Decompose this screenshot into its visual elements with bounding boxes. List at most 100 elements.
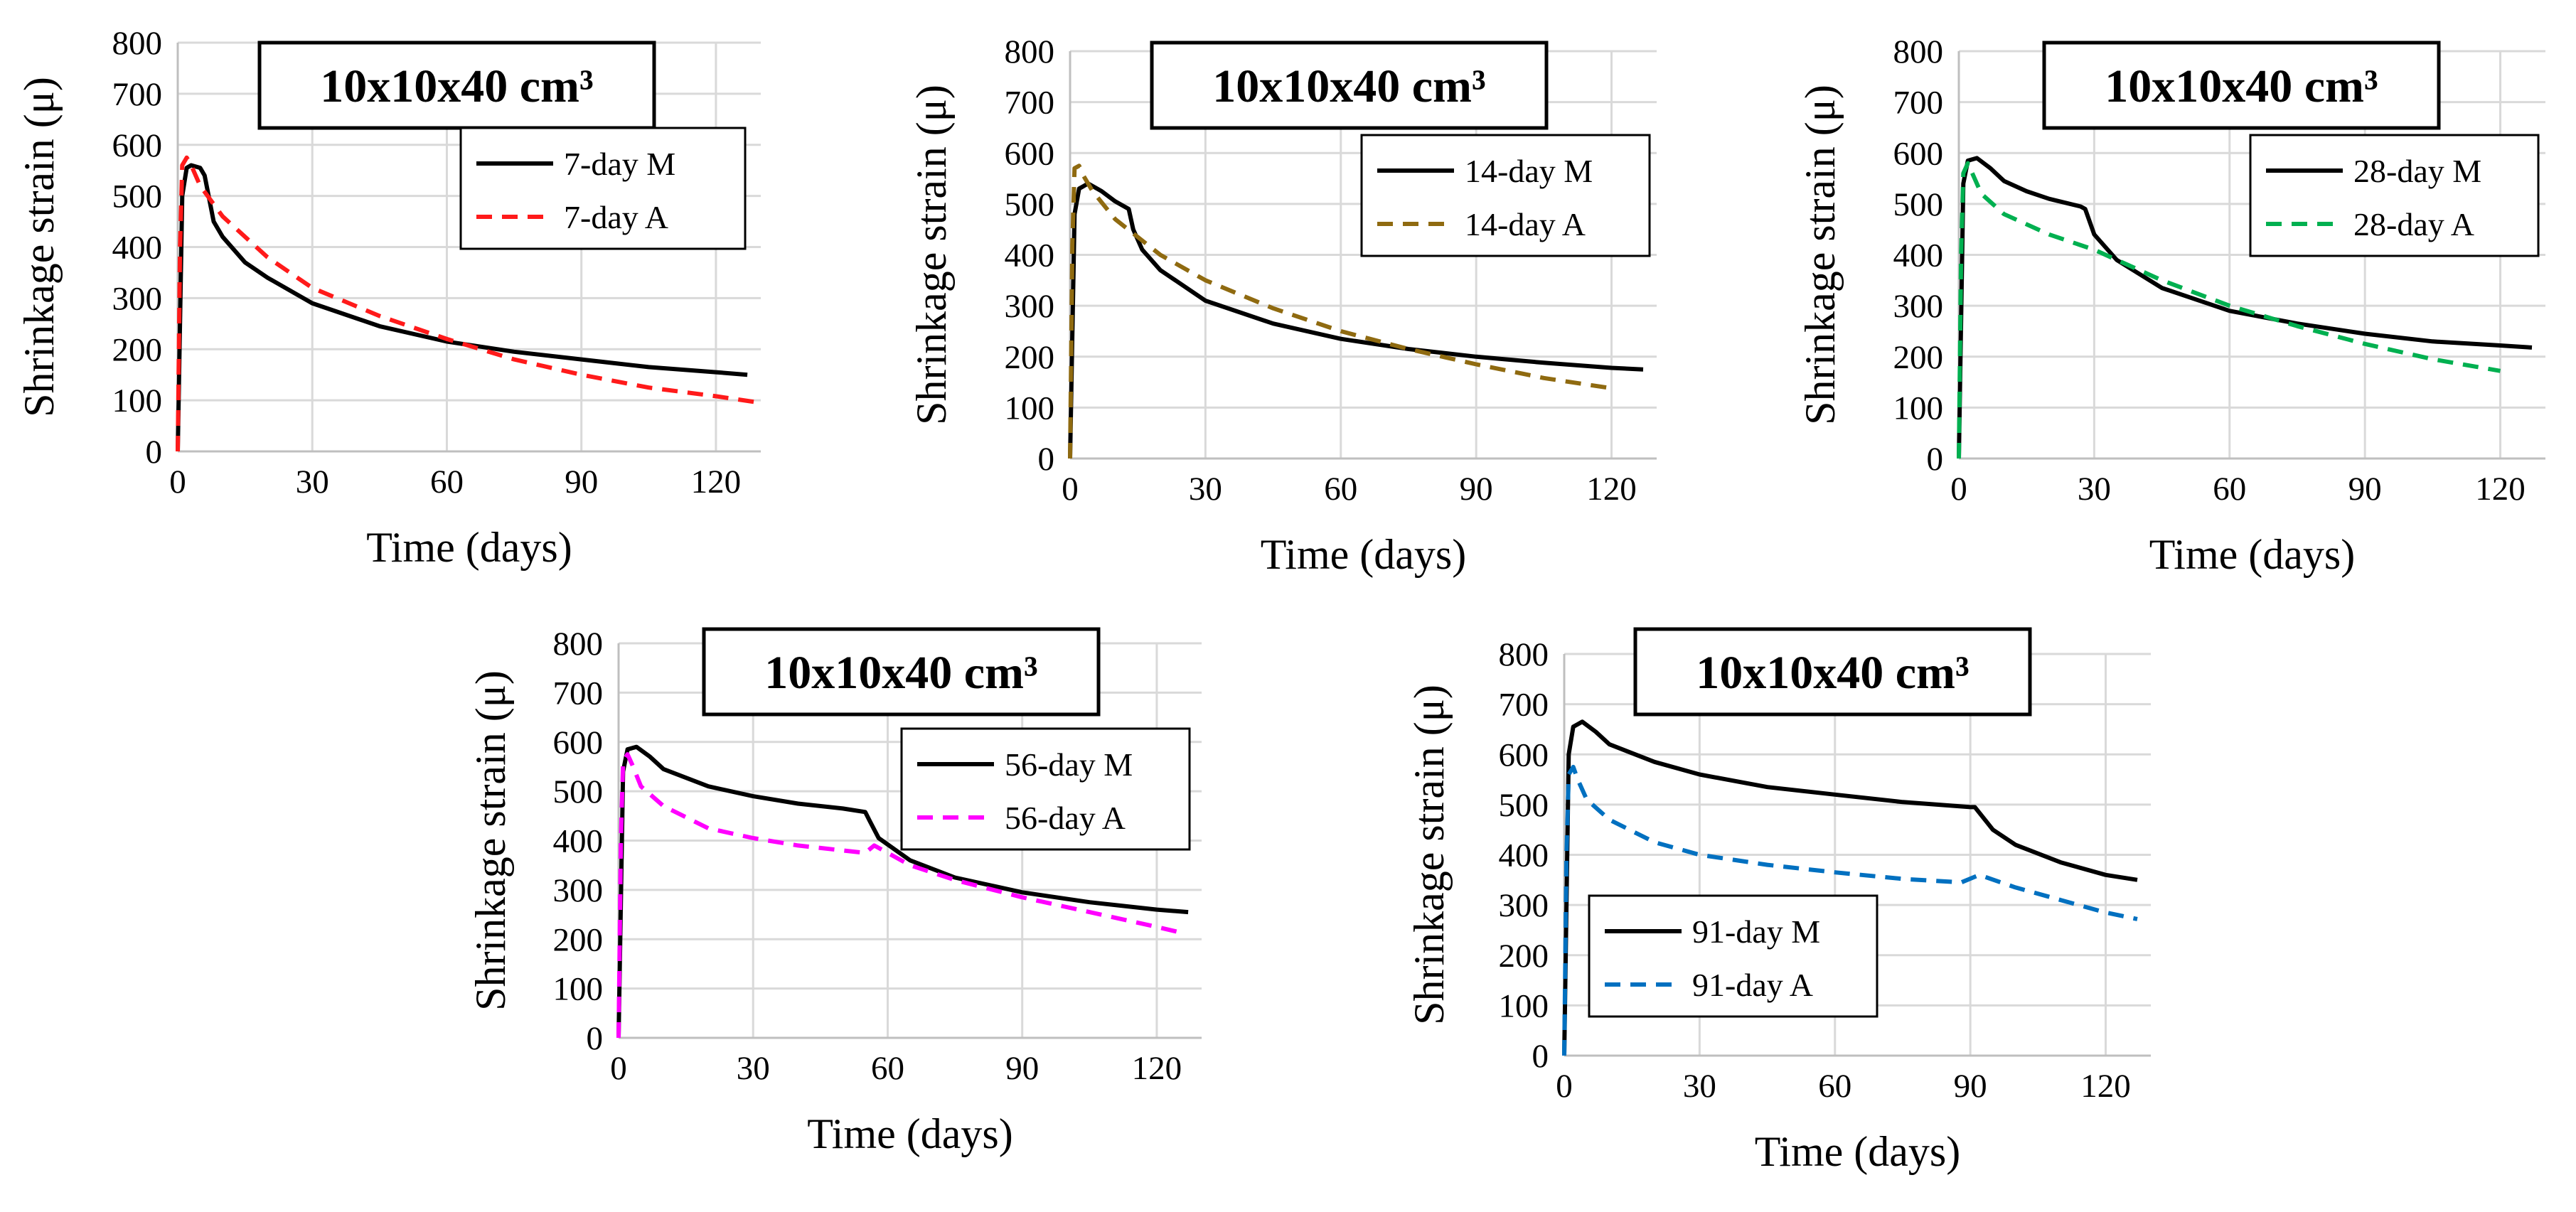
y-tick-label: 100 — [1893, 390, 1944, 427]
chart-title-box — [257, 41, 656, 130]
x-tick-label: 30 — [2078, 471, 2111, 508]
x-tick-label: 60 — [2213, 471, 2246, 508]
y-tick-label: 500 — [1893, 186, 1944, 223]
chart-panel-3: 0 100 200 300 400 500 600 700 800 0 30 60 90 120 Time … — [1797, 33, 2545, 578]
x-axis-label: Time (days) — [1755, 1128, 1960, 1175]
series-line-7-day-a — [176, 155, 761, 452]
y-tick-label: 400 — [1005, 237, 1055, 274]
x-axis-label: Time (days) — [807, 1110, 1012, 1157]
chart-title: 10x10x40 cm³ — [2105, 60, 2378, 112]
x-tick-label: 120 — [2080, 1068, 2131, 1105]
y-tick-label: 300 — [1005, 288, 1055, 325]
y-tick-label: 600 — [1499, 736, 1549, 773]
x-tick-label: 120 — [691, 463, 742, 500]
x-tick-label: 120 — [2475, 471, 2526, 508]
y-axis-label: Shrinkage strain (μ) — [1406, 685, 1453, 1025]
y-tick-label: 400 — [553, 823, 604, 860]
y-axis-label: Shrinkage strain (μ) — [1797, 85, 1844, 425]
series-line-14-day-a — [1068, 163, 1612, 459]
x-tick-label: 0 — [1062, 471, 1079, 508]
y-tick-label: 500 — [553, 773, 604, 810]
y-tick-label: 100 — [112, 382, 163, 419]
y-tick-label: 600 — [1893, 135, 1944, 172]
chart-title-box — [1633, 627, 2032, 717]
legend-entry: 56-day M — [1005, 746, 1133, 783]
x-tick-label: 30 — [1683, 1068, 1716, 1105]
legend-box — [2249, 134, 2540, 257]
series-line-28-day-m — [1957, 156, 2533, 459]
y-tick-label: 0 — [1038, 441, 1055, 478]
y-tick-label: 300 — [112, 280, 163, 317]
series-line-56-day-m — [616, 744, 1189, 1039]
y-tick-label: 100 — [553, 971, 604, 1008]
x-tick-label: 90 — [2348, 471, 2382, 508]
y-tick-label: 300 — [553, 872, 604, 909]
legend-box — [1588, 894, 1878, 1018]
x-axis-label: Time (days) — [2149, 531, 2355, 578]
y-tick-label: 200 — [553, 921, 604, 958]
series-line-7-day-m — [176, 163, 748, 452]
y-tick-label: 800 — [1005, 33, 1055, 70]
x-axis-label: Time (days) — [366, 524, 572, 571]
chart-title: 10x10x40 cm³ — [1212, 60, 1486, 112]
y-axis-label: Shrinkage strain (μ) — [467, 670, 514, 1011]
y-tick-label: 700 — [1893, 85, 1944, 122]
series-line-28-day-a — [1957, 161, 2501, 459]
y-tick-label: 600 — [553, 724, 604, 761]
legend-entry: 91-day M — [1692, 913, 1820, 950]
x-tick-label: 90 — [1460, 471, 1493, 508]
x-tick-label: 90 — [565, 463, 598, 500]
y-tick-label: 200 — [1499, 938, 1549, 975]
chart-panel-1: 0 100 200 300 400 500 600 700 800 0 30 60 90 120 Time … — [16, 25, 761, 571]
series-line-56-day-a — [616, 752, 1185, 1039]
chart-title: 10x10x40 cm³ — [320, 60, 594, 112]
x-tick-label: 0 — [169, 463, 186, 500]
x-tick-label: 60 — [1818, 1068, 1851, 1105]
legend-entry: 91-day A — [1692, 967, 1813, 1003]
y-tick-label: 100 — [1005, 390, 1055, 427]
y-tick-label: 400 — [1499, 837, 1549, 874]
chart-title-box — [1150, 41, 1549, 130]
legend-entry: 14-day A — [1465, 206, 1586, 242]
legend-entry: 56-day A — [1005, 800, 1126, 836]
y-tick-label: 0 — [1532, 1038, 1549, 1075]
legend-box — [1360, 134, 1651, 257]
x-tick-label: 120 — [1132, 1050, 1182, 1087]
y-tick-label: 800 — [553, 626, 604, 663]
chart-panel-2: 0 100 200 300 400 500 600 700 800 0 30 60 90 120 Time … — [908, 33, 1657, 578]
x-tick-label: 60 — [1324, 471, 1357, 508]
x-tick-label: 0 — [1950, 471, 1967, 508]
chart-title-box — [2042, 41, 2441, 130]
y-tick-label: 300 — [1499, 887, 1549, 924]
y-tick-label: 700 — [1005, 85, 1055, 122]
x-tick-label: 0 — [610, 1050, 627, 1087]
y-tick-label: 0 — [146, 434, 163, 471]
chart-panel-4: 0 100 200 300 400 500 600 700 800 0 30 60 90 120 Time … — [467, 626, 1202, 1157]
y-tick-label: 0 — [1927, 441, 1944, 478]
y-tick-label: 200 — [112, 331, 163, 368]
y-axis-label: Shrinkage strain (μ) — [16, 77, 63, 417]
y-tick-label: 200 — [1893, 339, 1944, 376]
chart-title: 10x10x40 cm³ — [1696, 647, 1970, 699]
legend-entry: 14-day M — [1465, 153, 1593, 189]
y-tick-label: 400 — [1893, 237, 1944, 274]
chart-panel-5: 0 100 200 300 400 500 600 700 800 0 30 60 90 120 Time … — [1406, 627, 2151, 1175]
x-axis-label: Time (days) — [1261, 531, 1466, 578]
chart-title-box — [702, 627, 1101, 717]
y-tick-label: 700 — [112, 76, 163, 113]
x-tick-label: 60 — [430, 463, 464, 500]
legend-entry: 28-day A — [2353, 206, 2474, 242]
series-line-91-day-a — [1562, 764, 2138, 1056]
y-tick-label: 600 — [1005, 135, 1055, 172]
x-tick-label: 60 — [871, 1050, 904, 1087]
y-axis-label: Shrinkage strain (μ) — [908, 85, 955, 425]
x-tick-label: 30 — [296, 463, 329, 500]
chart-title: 10x10x40 cm³ — [764, 647, 1038, 699]
y-tick-label: 500 — [1005, 186, 1055, 223]
y-tick-label: 800 — [1499, 636, 1549, 673]
legend-box — [900, 727, 1191, 851]
x-tick-label: 90 — [1005, 1050, 1039, 1087]
x-tick-label: 0 — [1556, 1068, 1573, 1105]
y-tick-label: 200 — [1005, 339, 1055, 376]
